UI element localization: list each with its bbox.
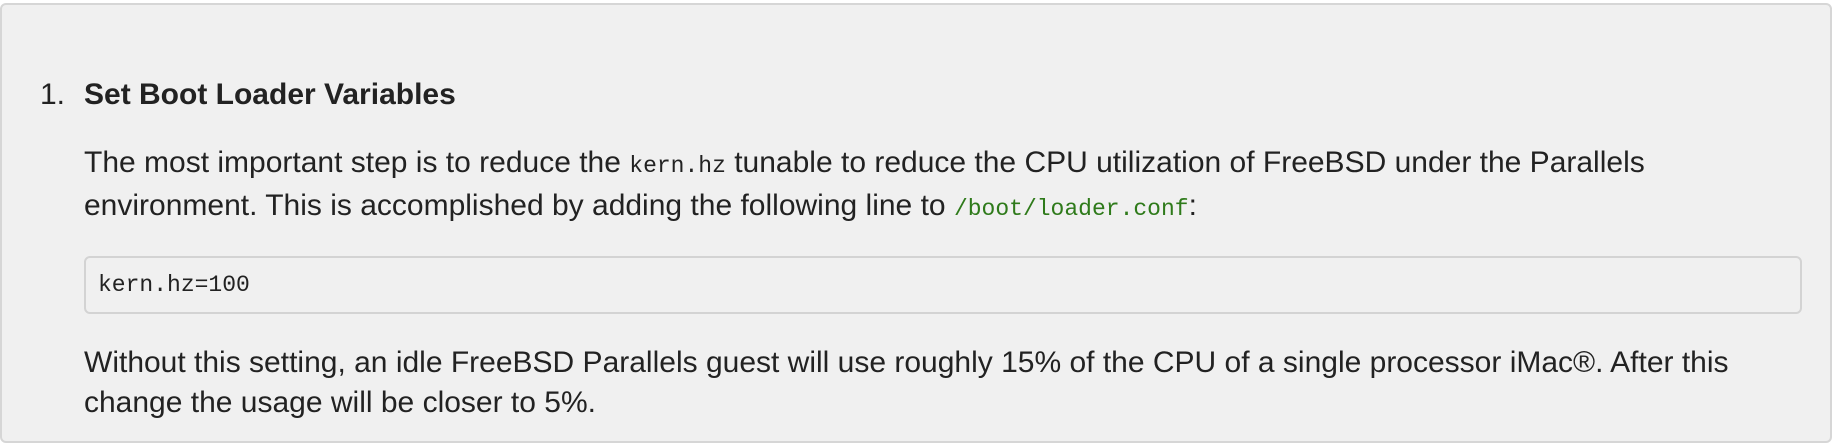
step-title: Set Boot Loader Variables <box>84 78 456 111</box>
code-block: kern.hz=100 <box>84 256 1802 314</box>
description-text: tunable to reduce the CPU utilization of… <box>84 146 1645 222</box>
description-text: : <box>1188 189 1197 222</box>
description-text: The most important step is to reduce the <box>84 146 630 179</box>
step-result-text: Without this setting, an idle FreeBSD Pa… <box>84 346 1729 419</box>
step-description: The most important step is to reduce the… <box>84 143 1804 229</box>
step-number: 1. <box>40 78 66 111</box>
tunable-name: kern.hz <box>629 153 726 179</box>
content-panel: 1. Set Boot Loader Variables The most im… <box>0 3 1832 443</box>
filename: /boot/loader.conf <box>953 196 1189 222</box>
